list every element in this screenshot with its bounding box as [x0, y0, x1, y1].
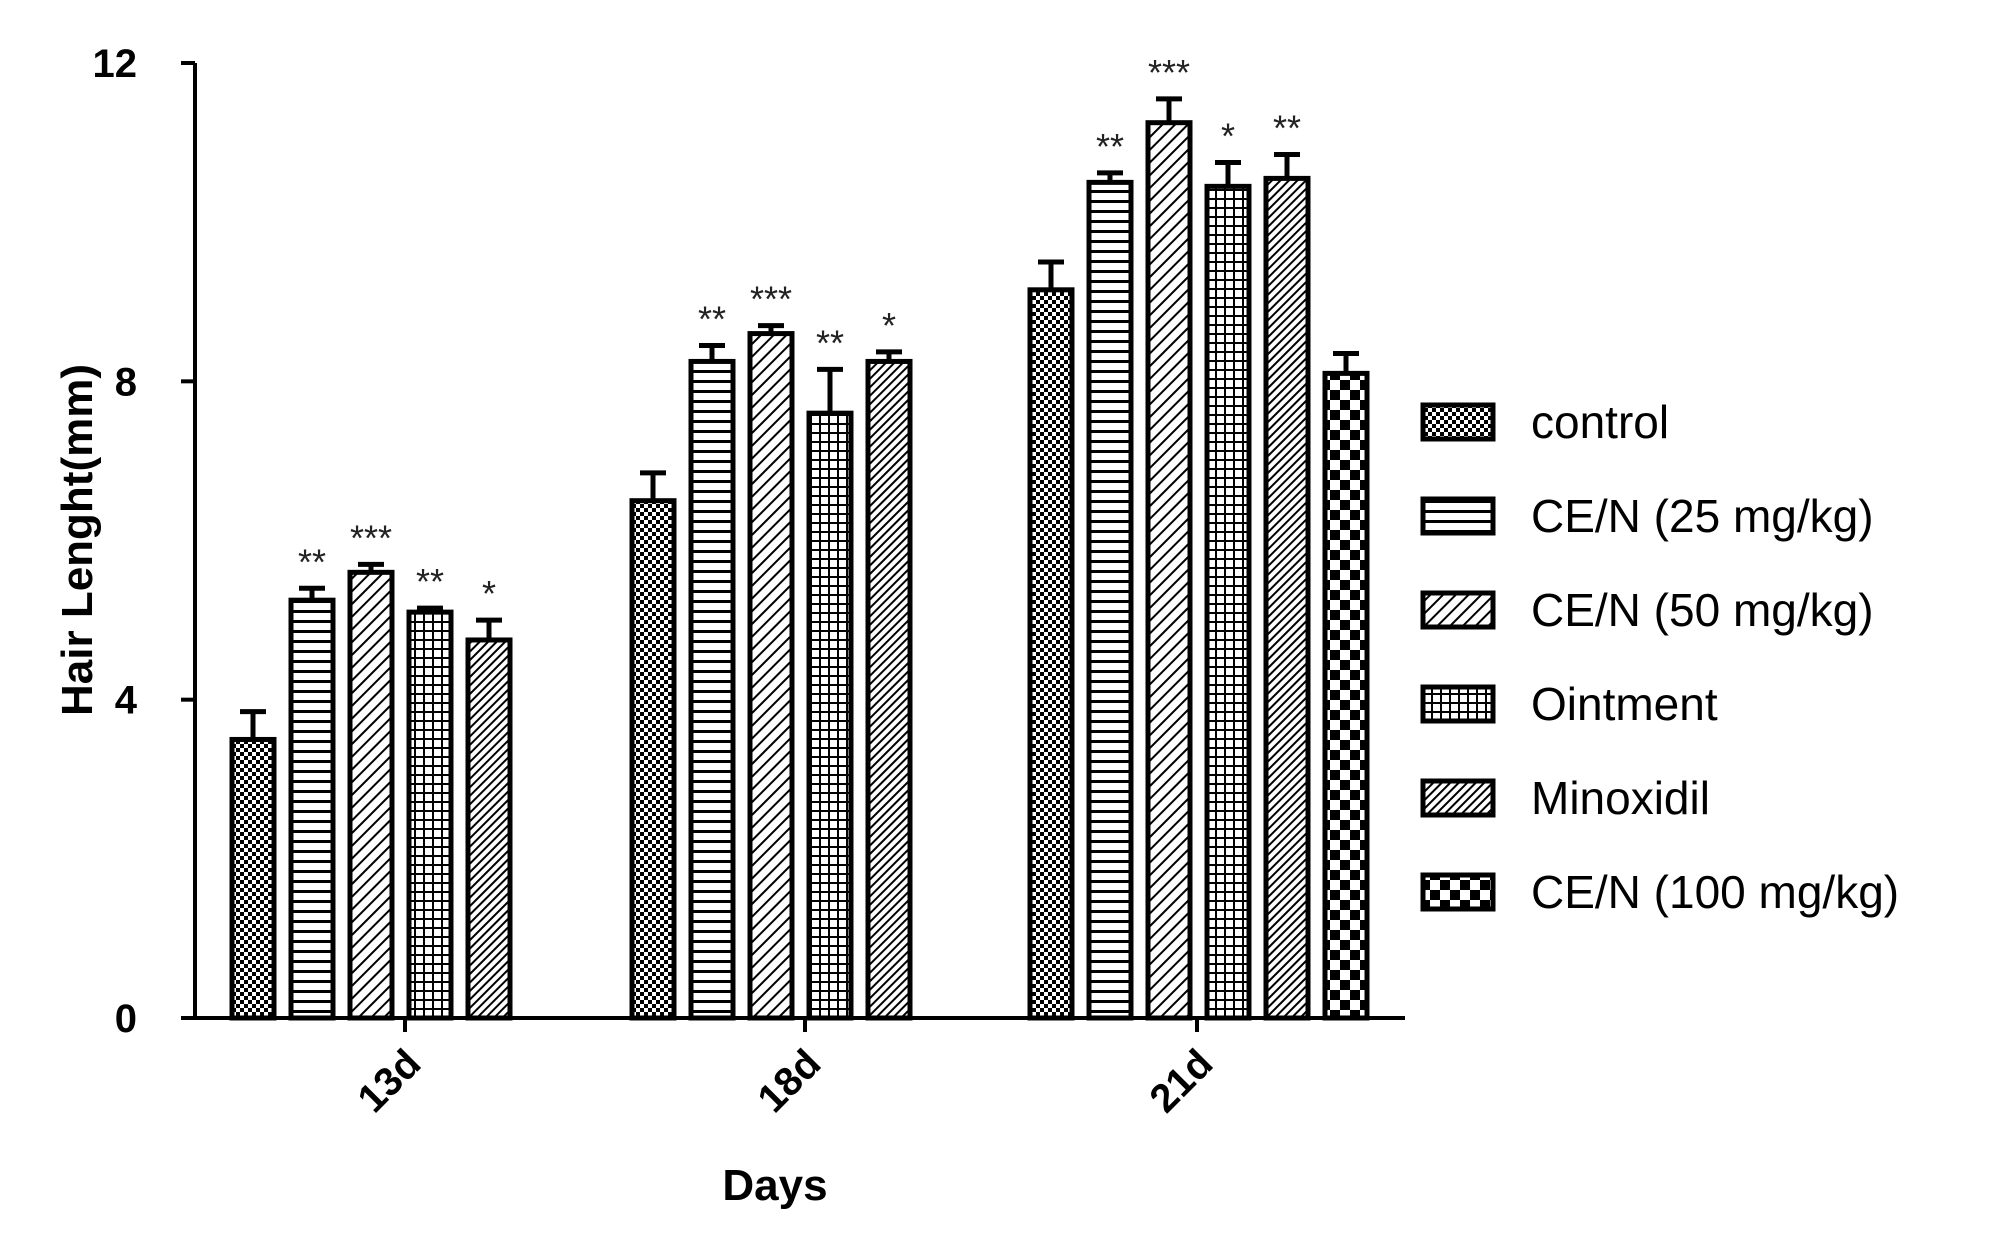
bar [747, 331, 795, 1021]
significance-label: *** [350, 517, 392, 558]
y-tick-label: 12 [93, 42, 138, 86]
y-axis: 0 4 8 12 [93, 42, 197, 1041]
significance-label: * [1221, 115, 1235, 156]
bar [1263, 175, 1311, 1021]
significance-label: ** [1273, 108, 1301, 149]
bar [347, 569, 395, 1021]
bar [629, 498, 677, 1021]
x-axis: 13d 18d 21d [185, 1016, 1405, 1121]
legend-swatch [1420, 778, 1496, 818]
bar [806, 410, 854, 1021]
x-axis-title: Days [722, 1161, 827, 1210]
x-tick-label: 18d [750, 1041, 830, 1121]
legend-swatch [1420, 684, 1496, 724]
y-tick-label: 8 [115, 360, 137, 404]
significance-label: *** [1148, 52, 1190, 93]
bar [865, 358, 913, 1021]
y-tick-label: 4 [115, 679, 138, 723]
legend-swatch [1420, 590, 1496, 630]
significance-label: ** [298, 541, 326, 582]
legend-swatch [1420, 872, 1496, 912]
significance-label: ** [698, 299, 726, 340]
significance-label: * [482, 573, 496, 614]
significance-label: ** [816, 322, 844, 363]
x-tick-label: 21d [1142, 1041, 1222, 1121]
significance-label: * [882, 305, 896, 346]
bar [688, 358, 736, 1021]
legend-label: CE/N (100 mg/kg) [1531, 866, 1899, 918]
bars: ************************ [229, 52, 1370, 1021]
legend-label: CE/N (50 mg/kg) [1531, 584, 1874, 636]
legend: control CE/N (25 mg/kg) CE/N (50 mg/kg) Oin… [1420, 396, 1899, 918]
bar [1322, 370, 1370, 1021]
legend-swatch [1420, 496, 1496, 536]
x-tick-label: 13d [350, 1041, 430, 1121]
legend-swatch [1420, 402, 1496, 442]
y-tick-label: 0 [115, 997, 137, 1041]
legend-label: Ointment [1531, 678, 1718, 730]
significance-label: *** [750, 279, 792, 320]
bar [1145, 120, 1193, 1021]
significance-label: ** [1096, 126, 1124, 167]
bar [1086, 179, 1134, 1021]
significance-label: ** [416, 561, 444, 602]
bar [1027, 287, 1075, 1021]
bar [406, 609, 454, 1021]
bar [229, 736, 277, 1021]
legend-label: Minoxidil [1531, 772, 1710, 824]
y-axis-title: Hair Lenght(mm) [53, 364, 102, 716]
bar [288, 597, 336, 1021]
bar [1204, 183, 1252, 1021]
legend-label: CE/N (25 mg/kg) [1531, 490, 1874, 542]
legend-label: control [1531, 396, 1669, 448]
bar [465, 637, 513, 1021]
